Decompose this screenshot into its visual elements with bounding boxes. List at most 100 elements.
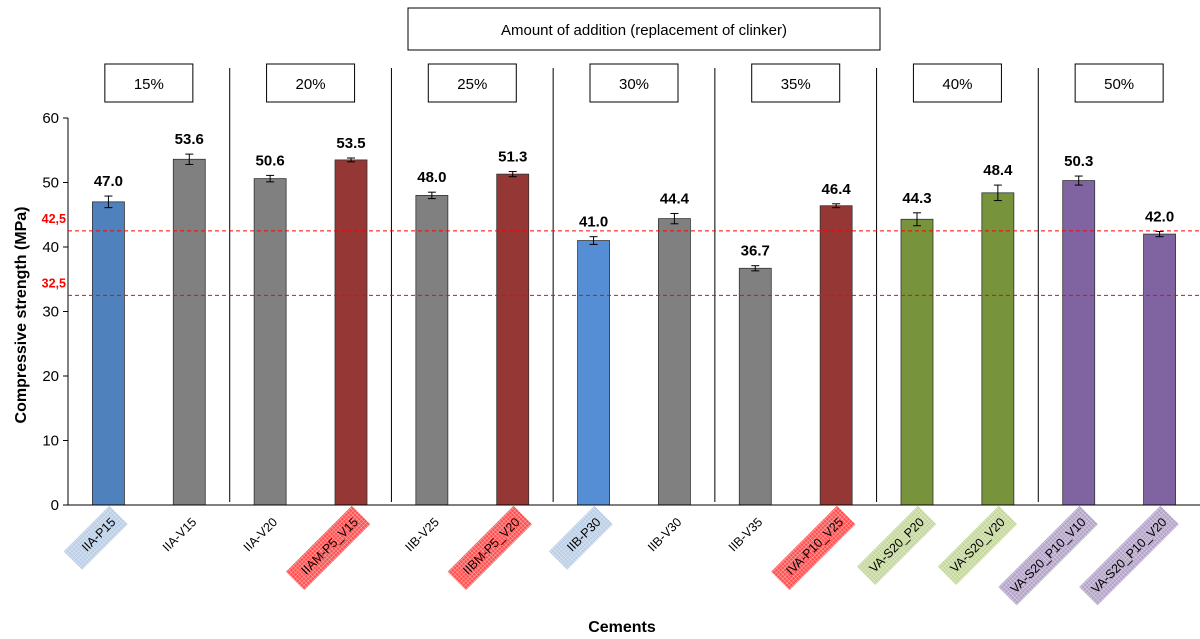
data-label: 48.4: [983, 162, 1013, 179]
category-label: IVA-P10_V25: [783, 515, 846, 578]
bar: [415, 194, 449, 506]
data-label: 50.6: [256, 152, 285, 169]
x-tick-label: IIB-V35: [726, 515, 765, 554]
group-box-label: 20%: [296, 76, 326, 93]
error-bar: [427, 191, 436, 200]
x-tick-label: IIAM-P5_V15: [285, 505, 371, 591]
category-label: VA-S20_P10_V10: [1008, 515, 1089, 596]
category-highlight-hatch: [998, 505, 1098, 606]
error-bar: [589, 236, 598, 245]
group-box-label: 15%: [134, 76, 164, 93]
bar: [1143, 233, 1176, 506]
category-label: IIB-V25: [402, 515, 441, 554]
y-axis-title: Compressive strength (MPa): [13, 207, 30, 424]
data-label: 42.0: [1145, 209, 1174, 226]
error-bar: [508, 171, 517, 178]
error-bar: [751, 265, 760, 272]
reference-line-label: 42,5: [42, 212, 66, 226]
category-label: IIA-V20: [241, 515, 280, 554]
y-axis: 0 10 20 30 40 50 60: [42, 110, 69, 514]
x-tick-label: IIB-V25: [402, 515, 441, 554]
x-tick-label: IIBM-P5_V20: [447, 505, 532, 591]
error-bar: [1155, 231, 1164, 238]
group-box-label: 35%: [781, 76, 811, 93]
error-bar: [185, 153, 194, 165]
data-label: 47.0: [94, 173, 123, 190]
group-box: 25%: [427, 63, 517, 103]
category-highlight-hatch: [285, 505, 371, 591]
y-tick-label: 30: [42, 304, 59, 321]
bar: [92, 201, 125, 506]
y-tick-label: 20: [42, 368, 59, 385]
category-label: VA-S20_V20: [947, 515, 1007, 575]
reference-lines: 42,5 32,5: [42, 212, 1200, 296]
data-label: 53.5: [336, 135, 365, 152]
bar: [172, 158, 206, 506]
bar: [496, 173, 530, 506]
category-label: IIAM-P5_V15: [299, 515, 362, 578]
data-label: 48.0: [417, 169, 446, 186]
bar: [981, 192, 1015, 506]
x-tick-label: IIA-V20: [241, 515, 280, 554]
reference-line-label: 32,5: [42, 276, 66, 290]
group-box: 20%: [266, 63, 356, 103]
data-label: 50.3: [1064, 153, 1093, 170]
header-box-text: Amount of addition (replacement of clink…: [501, 22, 787, 39]
data-label: 36.7: [741, 243, 770, 260]
error-bar: [104, 195, 113, 209]
header-box: Amount of addition (replacement of clink…: [407, 7, 881, 51]
y-tick-label: 0: [51, 497, 59, 514]
bar: [819, 205, 853, 506]
data-label: 46.4: [822, 181, 852, 198]
category-label: IIB-V30: [645, 515, 684, 554]
error-bar: [1074, 175, 1083, 186]
x-tick-label: VA-S20_V20: [937, 505, 1018, 586]
data-label: 44.4: [660, 190, 690, 207]
group-box: 40%: [912, 63, 1002, 103]
bar: [1062, 180, 1096, 506]
bar: [334, 159, 368, 506]
group-box-label: 50%: [1104, 76, 1134, 93]
y-tick-label: 60: [42, 110, 59, 127]
category-highlight-hatch: [447, 505, 532, 591]
category-highlight-hatch: [1079, 505, 1179, 606]
bar: [658, 218, 691, 506]
x-tick-label: IIA-P15: [63, 505, 128, 570]
error-bar: [913, 212, 921, 227]
x-tick-label: IVA-P10_V25: [771, 505, 856, 591]
y-tick-label: 50: [42, 175, 59, 192]
group-box: 15%: [104, 63, 194, 103]
bar: [900, 218, 934, 506]
group-box: 35%: [751, 63, 841, 103]
data-label: 53.6: [175, 131, 204, 148]
error-bar: [347, 157, 355, 163]
data-label: 51.3: [498, 149, 527, 166]
x-axis-title: Cements: [588, 619, 656, 636]
x-tick-label: IIB-V30: [645, 515, 684, 554]
group-boxes: 15% 20% 25% 30% 35% 40% 50%: [104, 63, 1164, 103]
error-bar: [266, 174, 275, 183]
category-highlight-hatch: [937, 505, 1018, 586]
error-bar: [670, 212, 679, 225]
category-label: IIA-V15: [160, 515, 199, 554]
x-tick-label: VA-S20_P20: [856, 505, 937, 586]
group-box: 50%: [1074, 63, 1164, 103]
category-label: VA-S20_P10_V20: [1089, 515, 1170, 596]
category-label: VA-S20_P20: [867, 515, 927, 575]
bar: [253, 178, 287, 506]
category-label: IIB-V35: [726, 515, 765, 554]
x-tick-label: IIB-P30: [548, 505, 613, 570]
y-tick-label: 40: [42, 239, 59, 256]
group-box-label: 40%: [942, 76, 972, 93]
bars: 47.0 53.6 50.6 53.5 48.0 51.3 41.0 44.4 36.7 46.4…: [92, 131, 1176, 506]
category-highlight-hatch: [63, 505, 128, 570]
error-bar: [832, 203, 841, 209]
x-tick-label: IIA-V15: [160, 515, 199, 554]
bar: [577, 240, 610, 506]
y-tick-label: 10: [42, 433, 59, 450]
group-box-label: 25%: [457, 76, 487, 93]
data-label: 41.0: [579, 214, 608, 231]
category-highlight-hatch: [771, 505, 856, 591]
category-highlight-hatch: [548, 505, 613, 570]
